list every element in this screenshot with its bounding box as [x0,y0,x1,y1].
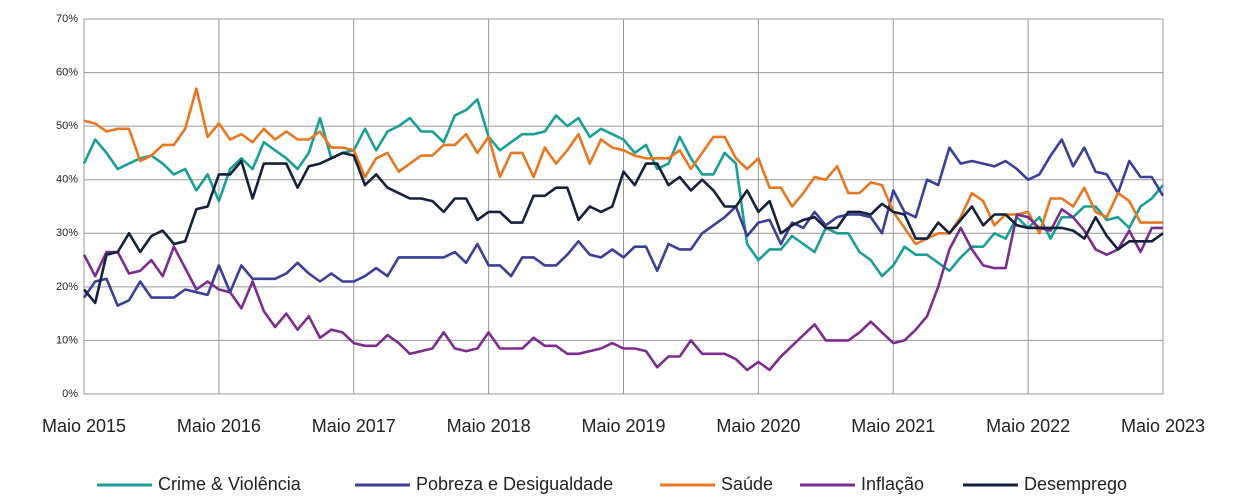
y-tick-label: 60% [56,66,78,78]
legend-label: Crime & Violência [158,474,302,494]
legend-label: Saúde [721,474,773,494]
x-tick-label: Maio 2016 [177,416,261,436]
x-tick-label: Maio 2023 [1121,416,1205,436]
y-tick-label: 10% [56,334,78,346]
x-tick-label: Maio 2022 [986,416,1070,436]
y-tick-label: 40% [56,174,78,186]
series-line [82,207,1163,372]
x-tick-label: Maio 2018 [447,416,531,436]
series-line [82,138,1165,307]
x-tick-label: Maio 2020 [716,416,800,436]
y-tick-label: 50% [56,120,78,132]
series-line [83,87,1163,246]
legend-label: Inflação [861,474,924,494]
series-line [82,98,1164,278]
x-tick-label: Maio 2021 [851,416,935,436]
x-tick-label: Maio 2015 [42,416,126,436]
series-line [83,151,1164,305]
legend-label: Pobreza e Desigualdade [416,474,613,494]
y-tick-label: 20% [56,281,78,293]
x-tick-label: Maio 2017 [312,416,396,436]
y-tick-label: 0% [62,388,78,400]
x-tick-label: Maio 2019 [581,416,665,436]
y-tick-label: 70% [56,13,78,25]
legend-label: Desemprego [1024,474,1127,494]
y-tick-label: 30% [56,227,78,239]
